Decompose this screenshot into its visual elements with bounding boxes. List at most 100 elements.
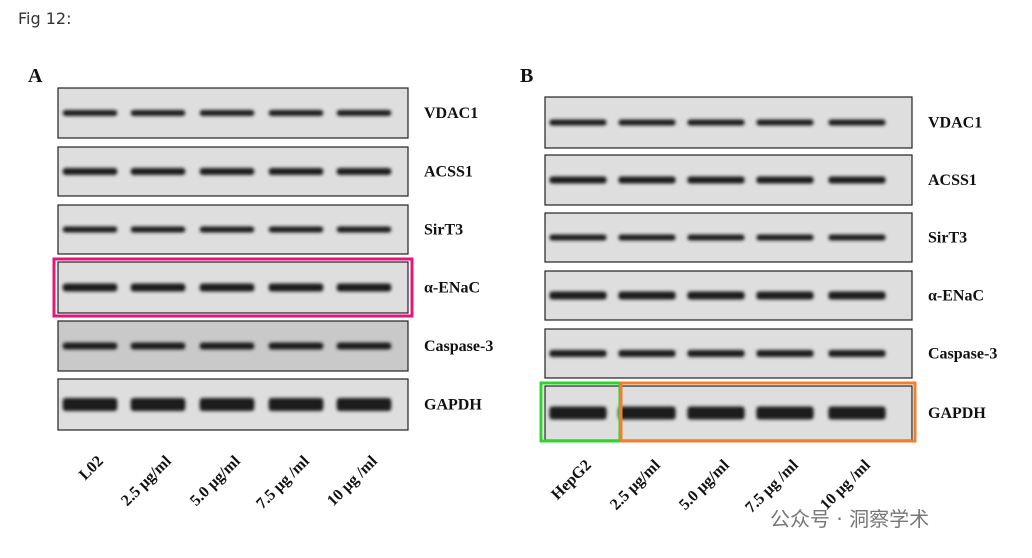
band (199, 398, 255, 411)
lane-label: 10 μg /ml (324, 452, 381, 509)
band (336, 168, 392, 175)
band (756, 291, 814, 300)
bands (62, 398, 392, 411)
band (62, 342, 118, 350)
row-label: Caspase-3 (928, 346, 997, 363)
band (268, 398, 324, 411)
row-label: GAPDH (928, 405, 986, 422)
bands (62, 226, 392, 233)
row-label: GAPDH (424, 397, 482, 414)
band (687, 350, 745, 357)
band (336, 283, 392, 292)
band (687, 234, 745, 241)
band (199, 283, 255, 292)
band (549, 234, 607, 241)
band (199, 168, 255, 175)
band (549, 406, 607, 420)
panel-label: B (520, 65, 533, 87)
row-label: ACSS1 (928, 172, 977, 189)
row-label: SirT3 (928, 230, 967, 247)
band (336, 110, 392, 116)
band (130, 226, 186, 233)
row-label: α-ENaC (928, 288, 984, 305)
band (618, 350, 676, 357)
band (549, 291, 607, 300)
bands (62, 110, 392, 116)
band (828, 176, 886, 184)
band (828, 350, 886, 357)
band (62, 110, 118, 116)
bands (549, 406, 886, 420)
band (687, 176, 745, 184)
band (828, 119, 886, 126)
band (199, 110, 255, 116)
band (687, 406, 745, 420)
band (268, 226, 324, 233)
row-label: ACSS1 (424, 164, 473, 181)
band (618, 234, 676, 241)
row-label: SirT3 (424, 222, 463, 239)
band (62, 283, 118, 292)
band (62, 168, 118, 175)
lane-label: HepG2 (548, 457, 595, 504)
bands (549, 291, 886, 300)
bands (549, 176, 886, 184)
bands (62, 283, 392, 292)
band (618, 119, 676, 126)
bands (549, 350, 886, 357)
band (756, 119, 814, 126)
band (756, 176, 814, 184)
bands (549, 234, 886, 241)
band (549, 119, 607, 126)
band (130, 342, 186, 350)
highlight-box (619, 381, 917, 443)
band (336, 398, 392, 411)
watermark: 公众号 · 洞察学术 (770, 507, 929, 531)
band (549, 176, 607, 184)
band (199, 342, 255, 350)
band (62, 398, 118, 411)
bands (62, 168, 392, 175)
band (336, 226, 392, 233)
bands (549, 119, 886, 126)
band (618, 406, 676, 420)
band (756, 234, 814, 241)
band (130, 168, 186, 175)
band (62, 226, 118, 233)
row-label: VDAC1 (928, 115, 982, 132)
band (687, 291, 745, 300)
lane-label: 2.5 μg/ml (607, 456, 664, 513)
lane-label: 2.5 μg/ml (118, 452, 175, 509)
band (828, 234, 886, 241)
band (336, 342, 392, 350)
band (756, 406, 814, 420)
band (618, 176, 676, 184)
band (199, 226, 255, 233)
bands (62, 342, 392, 350)
band (828, 406, 886, 420)
row-label: Caspase-3 (424, 338, 493, 355)
lane-label: 10 μg /ml (817, 456, 874, 513)
band (618, 291, 676, 300)
lane-label: 7.5 μg /ml (253, 452, 313, 512)
lane-label: 5.0 μg/ml (676, 456, 733, 513)
highlight-box (52, 257, 414, 318)
row-label: VDAC1 (424, 105, 478, 122)
band (549, 350, 607, 357)
row-label: α-ENaC (424, 280, 480, 297)
band (130, 110, 186, 116)
lane-label: L02 (76, 453, 107, 484)
band (687, 119, 745, 126)
band (268, 110, 324, 116)
band (756, 350, 814, 357)
caption: Fig 12: (18, 9, 71, 28)
band (268, 168, 324, 175)
band (130, 283, 186, 292)
panel-label: A (28, 65, 43, 87)
band (828, 291, 886, 300)
band (268, 342, 324, 350)
band (130, 398, 186, 411)
band (268, 283, 324, 292)
lane-label: 5.0 μg/ml (187, 452, 244, 509)
